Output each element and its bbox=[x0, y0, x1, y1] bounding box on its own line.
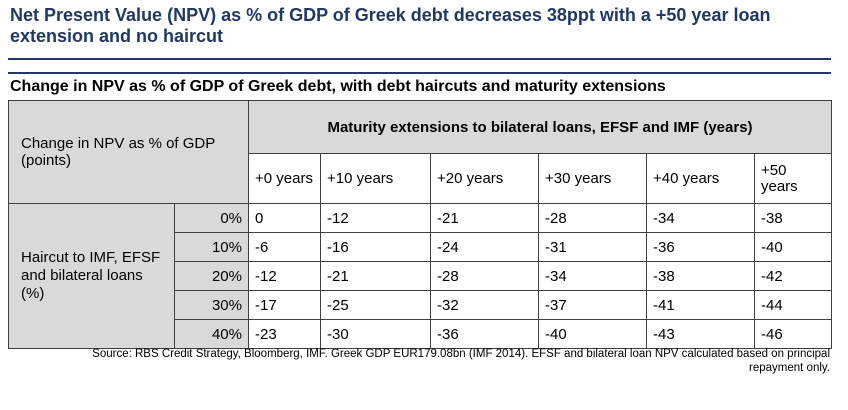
table-row: 20% -12 -21 -28 -34 -38 -42 bbox=[9, 261, 832, 291]
value-cell: -16 bbox=[320, 232, 431, 262]
row-group-label: Haircut to IMF, EFSF and bilateral loans… bbox=[8, 203, 175, 349]
value-cell: -37 bbox=[538, 290, 647, 320]
haircut-label: 20% bbox=[174, 261, 249, 291]
value-cell: -34 bbox=[646, 203, 755, 233]
value-cell: -30 bbox=[320, 319, 431, 349]
value-cell: -28 bbox=[538, 203, 647, 233]
column-header: +40 years bbox=[646, 153, 755, 204]
value-cell: -12 bbox=[320, 203, 431, 233]
value-cell: -31 bbox=[538, 232, 647, 262]
value-cell: -46 bbox=[754, 319, 832, 349]
value-cell: -21 bbox=[430, 203, 539, 233]
value-cell: -32 bbox=[430, 290, 539, 320]
maturity-extension-header: Maturity extensions to bilateral loans, … bbox=[248, 100, 832, 154]
value-cell: -25 bbox=[320, 290, 431, 320]
npv-table: Change in NPV as % of GDP (points) Matur… bbox=[8, 100, 832, 349]
value-cell: -36 bbox=[430, 319, 539, 349]
corner-label: Change in NPV as % of GDP (points) bbox=[8, 100, 249, 204]
value-cell: -36 bbox=[646, 232, 755, 262]
haircut-label: 40% bbox=[174, 319, 249, 349]
title-divider bbox=[8, 58, 831, 60]
value-cell: -12 bbox=[248, 261, 321, 291]
column-header: +20 years bbox=[430, 153, 539, 204]
column-header: +10 years bbox=[320, 153, 431, 204]
value-cell: -24 bbox=[430, 232, 539, 262]
value-cell: 0 bbox=[248, 203, 321, 233]
value-cell: -34 bbox=[538, 261, 647, 291]
haircut-label: 0% bbox=[174, 203, 249, 233]
value-cell: -41 bbox=[646, 290, 755, 320]
column-header: +0 years bbox=[248, 153, 321, 204]
chart-title: Net Present Value (NPV) as % of GDP of G… bbox=[10, 5, 771, 46]
value-cell: -44 bbox=[754, 290, 832, 320]
value-cell: -43 bbox=[646, 319, 755, 349]
value-cell: -23 bbox=[248, 319, 321, 349]
value-cell: -38 bbox=[646, 261, 755, 291]
value-cell: -42 bbox=[754, 261, 832, 291]
table-row: 10% -6 -16 -24 -31 -36 -40 bbox=[9, 232, 832, 262]
source-note: Source: RBS Credit Strategy, Bloomberg, … bbox=[92, 348, 830, 374]
value-cell: -21 bbox=[320, 261, 431, 291]
value-cell: -40 bbox=[754, 232, 832, 262]
table-row: 40% -23 -30 -36 -40 -43 -46 bbox=[9, 319, 832, 349]
haircut-label: 30% bbox=[174, 290, 249, 320]
table-body: Haircut to IMF, EFSF and bilateral loans… bbox=[8, 203, 832, 349]
value-cell: -17 bbox=[248, 290, 321, 320]
table-row: Haircut to IMF, EFSF and bilateral loans… bbox=[8, 203, 832, 349]
column-header: +50 years bbox=[754, 153, 832, 204]
haircut-label: 10% bbox=[174, 232, 249, 262]
value-cell: -6 bbox=[248, 232, 321, 262]
value-cell: -28 bbox=[430, 261, 539, 291]
subtitle-divider bbox=[8, 72, 831, 74]
value-cell: -40 bbox=[538, 319, 647, 349]
chart-subtitle: Change in NPV as % of GDP of Greek debt,… bbox=[10, 78, 666, 95]
column-header-row: +0 years +10 years +20 years +30 years +40 y… bbox=[9, 153, 832, 204]
column-header: +30 years bbox=[538, 153, 647, 204]
value-cell: -38 bbox=[754, 203, 832, 233]
